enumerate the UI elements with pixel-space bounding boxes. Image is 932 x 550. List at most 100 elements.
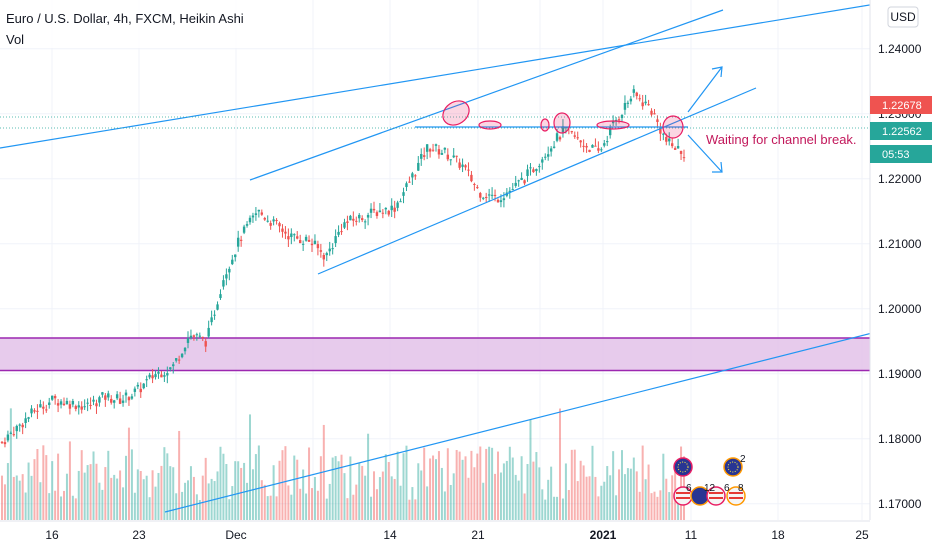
candle-body [387,210,390,215]
volume-bar [502,463,505,520]
volume-bar [662,453,665,520]
volume-bar [60,496,63,520]
volume-bar [77,470,80,520]
candle-body [659,127,662,134]
drawings[interactable] [0,0,901,513]
candle-body [24,418,27,424]
volume-bar [80,450,83,520]
candle-body [399,201,402,203]
volume-bar [432,455,435,520]
volume-bar [284,446,287,520]
volume-bar [187,480,189,520]
long-trendline-lower[interactable] [164,325,901,513]
candle-body [676,146,680,149]
channel-annotation[interactable]: Waiting for channel break. [706,132,857,147]
time-axis[interactable] [0,520,932,550]
volume-bar [107,450,110,520]
volume-bar [198,499,201,520]
price-tick-label: 1.19000 [878,367,922,381]
price-axis[interactable] [869,0,932,550]
candle-body [6,434,10,441]
economic-events[interactable]: 2 6 12 6 8 [673,454,746,506]
candle-body [470,174,473,182]
candle-body [319,250,323,252]
volume-indicator-label: Vol [6,32,24,47]
candle-body [316,244,320,249]
breakdown-arrow[interactable] [687,134,723,173]
touch-ellipses[interactable] [438,96,684,139]
volume-bar [166,453,169,520]
currency-button[interactable]: USD [887,6,919,28]
candle-body [27,417,30,419]
candle-body [3,442,7,445]
volume-bar [417,463,420,520]
candle-body [638,98,641,100]
event-count-5: 2 [740,454,746,465]
volume-bar [251,469,254,520]
grid [0,0,870,520]
candle-body [251,215,255,218]
candle-body [656,119,659,123]
volume-bar [644,479,647,520]
breakout-up-arrow[interactable] [687,66,723,113]
candle-body [290,233,293,237]
candle-body [576,137,579,139]
channel-upper-line[interactable] [249,9,724,181]
volume-bar [24,492,27,520]
candle-body [189,335,193,338]
candle-body [77,405,80,408]
volume-bar [497,451,499,520]
candle-body [118,398,122,404]
candle-body [482,197,485,199]
candle-body [48,402,51,406]
candle-body [346,221,349,223]
candle-body [393,207,396,212]
candle-body [322,254,326,260]
candle-body [166,373,169,376]
price-badge [870,145,932,163]
volume-bar [328,483,331,520]
candle-body [363,221,367,223]
volume-bar [561,498,564,520]
volume-bar [378,477,381,520]
channel-lower-line[interactable] [317,87,757,275]
candle-body [284,231,287,234]
candle-body [245,224,249,226]
volume-bar [523,493,526,520]
candle-body [349,215,352,221]
outer-trendline-upper[interactable] [0,0,901,149]
volume-bar [588,476,591,520]
volume-bar [54,490,57,520]
volume-bar [299,488,302,520]
volume-bar [564,463,567,520]
volume-bar [677,498,680,520]
volume-bar [399,485,402,520]
candle-body [110,398,113,403]
event-count-2: 12 [704,483,716,494]
volume-bar [45,455,48,520]
volume-bar [638,491,641,520]
candle-body [372,208,376,211]
candle-body [479,193,482,198]
volume-bar [246,482,249,520]
volume-bar [210,478,213,520]
candle-body [74,406,78,409]
volume-bar [396,451,399,520]
candle-body [644,101,647,104]
candle-body [564,127,568,129]
time-tick-label: 25 [855,528,869,542]
candle-body [177,359,181,361]
volume-bar [623,474,626,520]
volume-bar [455,449,458,520]
candle-body [163,375,166,377]
candle-body [396,202,399,208]
candle-body [328,248,331,252]
volume-bar [470,450,473,520]
candle-body [15,425,18,432]
volume-bar [157,472,160,520]
volume-bar [219,446,222,520]
volume-bar [113,474,116,520]
support-zone [0,337,870,372]
